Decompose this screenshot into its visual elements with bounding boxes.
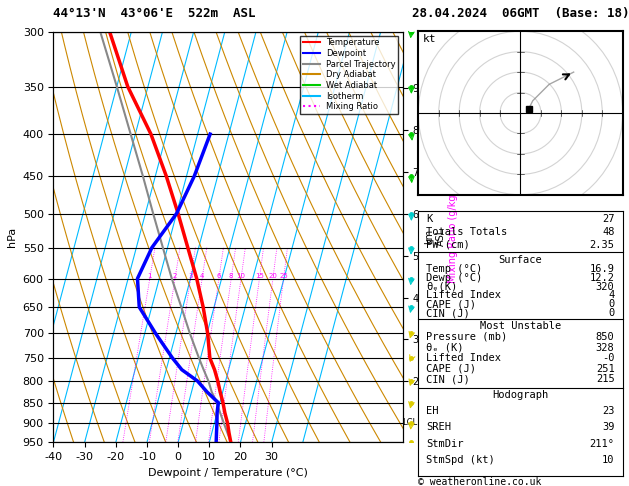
Text: 8: 8 bbox=[229, 273, 233, 278]
Text: 48: 48 bbox=[602, 227, 615, 237]
Text: 320: 320 bbox=[596, 281, 615, 292]
Text: Pressure (mb): Pressure (mb) bbox=[426, 332, 508, 342]
Text: CAPE (J): CAPE (J) bbox=[426, 299, 476, 309]
Text: kt: kt bbox=[423, 35, 436, 45]
Text: EH: EH bbox=[426, 406, 439, 417]
Y-axis label: km
ASL: km ASL bbox=[424, 228, 446, 246]
Text: 10: 10 bbox=[237, 273, 245, 278]
Text: 2.35: 2.35 bbox=[589, 240, 615, 250]
Text: -0: -0 bbox=[602, 353, 615, 363]
Text: 16.9: 16.9 bbox=[589, 264, 615, 274]
Text: 12.2: 12.2 bbox=[589, 273, 615, 283]
Text: 23: 23 bbox=[602, 406, 615, 417]
Text: θₑ (K): θₑ (K) bbox=[426, 343, 464, 352]
Text: Most Unstable: Most Unstable bbox=[480, 321, 561, 331]
Text: 15: 15 bbox=[255, 273, 264, 278]
Text: CIN (J): CIN (J) bbox=[426, 308, 470, 318]
Text: Lifted Index: Lifted Index bbox=[426, 291, 501, 300]
Text: 3: 3 bbox=[188, 273, 193, 278]
Text: SREH: SREH bbox=[426, 422, 452, 433]
Text: Dewp (°C): Dewp (°C) bbox=[426, 273, 482, 283]
Text: 328: 328 bbox=[596, 343, 615, 352]
Text: CIN (J): CIN (J) bbox=[426, 374, 470, 384]
Text: Lifted Index: Lifted Index bbox=[426, 353, 501, 363]
Text: 215: 215 bbox=[596, 374, 615, 384]
Text: 0: 0 bbox=[608, 299, 615, 309]
Text: 28.04.2024  06GMT  (Base: 18): 28.04.2024 06GMT (Base: 18) bbox=[412, 7, 629, 20]
Text: θₑ(K): θₑ(K) bbox=[426, 281, 458, 292]
Text: 10: 10 bbox=[602, 455, 615, 465]
Legend: Temperature, Dewpoint, Parcel Trajectory, Dry Adiabat, Wet Adiabat, Isotherm, Mi: Temperature, Dewpoint, Parcel Trajectory… bbox=[301, 36, 398, 114]
Text: 0: 0 bbox=[608, 308, 615, 318]
Text: StmDir: StmDir bbox=[426, 438, 464, 449]
Text: CAPE (J): CAPE (J) bbox=[426, 364, 476, 374]
Text: © weatheronline.co.uk: © weatheronline.co.uk bbox=[418, 477, 542, 486]
Text: LCL: LCL bbox=[403, 418, 418, 428]
Text: Totals Totals: Totals Totals bbox=[426, 227, 508, 237]
Text: 44°13'N  43°06'E  522m  ASL: 44°13'N 43°06'E 522m ASL bbox=[53, 7, 256, 20]
Text: Temp (°C): Temp (°C) bbox=[426, 264, 482, 274]
Y-axis label: hPa: hPa bbox=[7, 227, 17, 247]
Text: 20: 20 bbox=[269, 273, 277, 278]
Text: K: K bbox=[426, 214, 433, 224]
Text: Surface: Surface bbox=[499, 255, 542, 265]
Text: Mixing Ratio (g/kg): Mixing Ratio (g/kg) bbox=[448, 191, 458, 283]
Text: 2: 2 bbox=[173, 273, 177, 278]
Text: Hodograph: Hodograph bbox=[493, 390, 548, 400]
Text: 251: 251 bbox=[596, 364, 615, 374]
Text: 1: 1 bbox=[148, 273, 152, 278]
Text: PW (cm): PW (cm) bbox=[426, 240, 470, 250]
Text: 211°: 211° bbox=[589, 438, 615, 449]
Text: 4: 4 bbox=[608, 291, 615, 300]
Text: 6: 6 bbox=[216, 273, 221, 278]
Text: 850: 850 bbox=[596, 332, 615, 342]
Text: 27: 27 bbox=[602, 214, 615, 224]
X-axis label: Dewpoint / Temperature (°C): Dewpoint / Temperature (°C) bbox=[148, 468, 308, 478]
Text: 25: 25 bbox=[279, 273, 288, 278]
Text: StmSpd (kt): StmSpd (kt) bbox=[426, 455, 495, 465]
Text: 39: 39 bbox=[602, 422, 615, 433]
Text: 4: 4 bbox=[200, 273, 204, 278]
